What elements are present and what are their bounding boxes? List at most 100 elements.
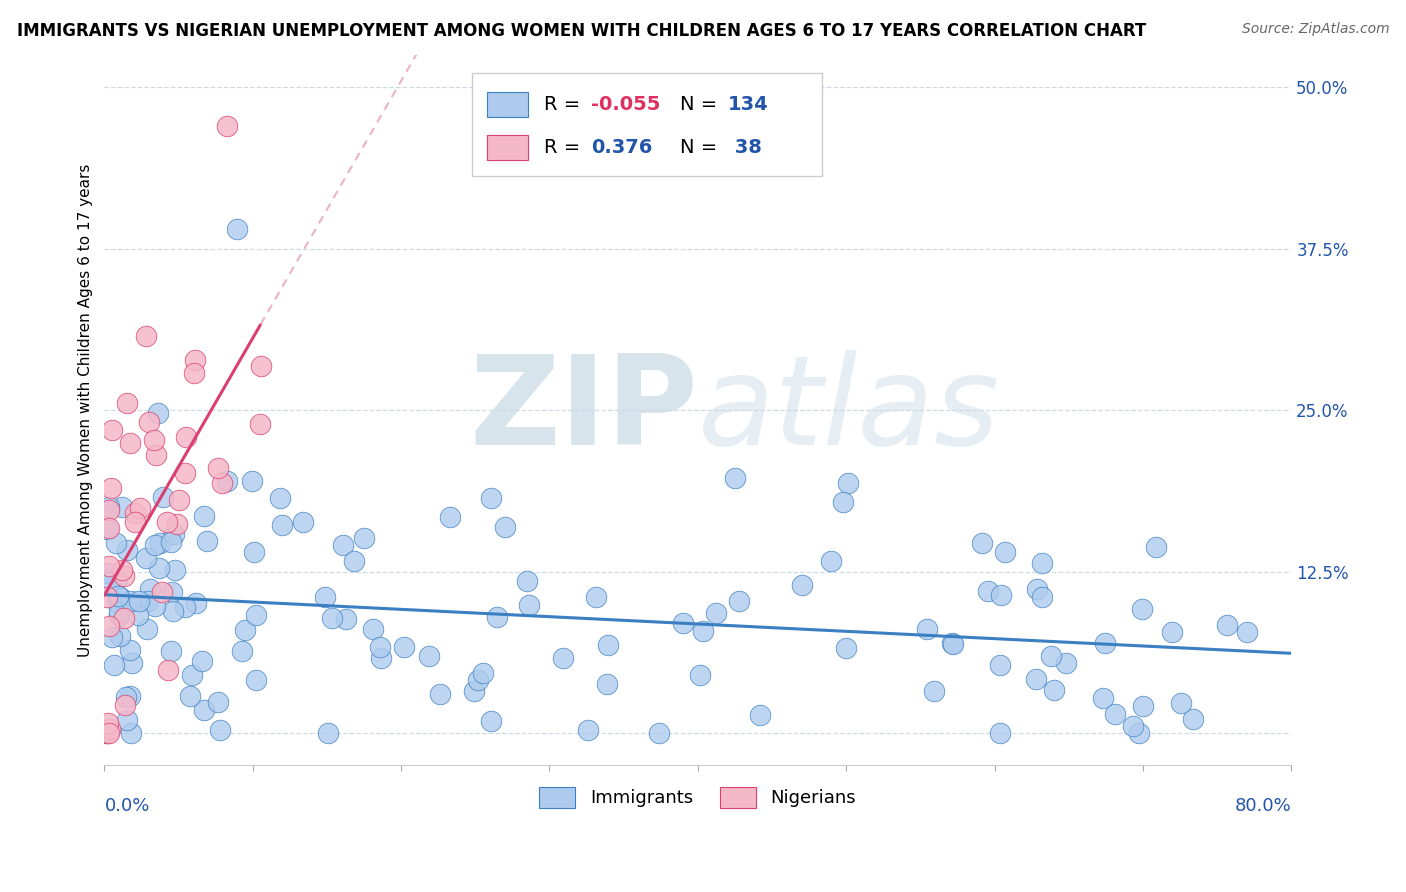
Point	[994, 545, 1017, 559]
Point	[596, 677, 619, 691]
Point	[1122, 719, 1144, 733]
Point	[207, 460, 229, 475]
Text: IMMIGRANTS VS NIGERIAN UNEMPLOYMENT AMONG WOMEN WITH CHILDREN AGES 6 TO 17 YEARS: IMMIGRANTS VS NIGERIAN UNEMPLOYMENT AMON…	[17, 22, 1146, 40]
Text: -0.055: -0.055	[591, 95, 661, 114]
Point	[335, 612, 357, 626]
Point	[1181, 712, 1204, 726]
Point	[115, 543, 138, 558]
Point	[193, 509, 215, 524]
Text: Source: ZipAtlas.com: Source: ZipAtlas.com	[1241, 22, 1389, 37]
Point	[152, 490, 174, 504]
Text: 0.0%: 0.0%	[104, 797, 150, 815]
Point	[728, 593, 751, 607]
Point	[1216, 617, 1239, 632]
Point	[1161, 625, 1184, 640]
Point	[418, 649, 440, 664]
Point	[108, 629, 131, 643]
Point	[486, 610, 509, 624]
Point	[724, 471, 747, 485]
Point	[343, 554, 366, 568]
Point	[150, 585, 173, 599]
Point	[118, 690, 141, 704]
Point	[156, 516, 179, 530]
Point	[233, 623, 256, 637]
Point	[1132, 699, 1154, 714]
Point	[988, 726, 1011, 740]
Point	[124, 516, 146, 530]
Point	[1130, 601, 1153, 615]
Point	[792, 578, 814, 592]
Point	[647, 726, 669, 740]
Point	[988, 657, 1011, 672]
Point	[97, 715, 120, 730]
Point	[128, 501, 150, 516]
Point	[471, 666, 494, 681]
Point	[1128, 726, 1150, 740]
Point	[215, 119, 238, 133]
Point	[942, 637, 965, 651]
Point	[143, 538, 166, 552]
Y-axis label: Unemployment Among Women with Children Ages 6 to 17 years: Unemployment Among Women with Children A…	[79, 163, 93, 657]
Point	[332, 538, 354, 552]
Point	[231, 644, 253, 658]
Point	[96, 726, 118, 740]
Point	[160, 535, 183, 549]
Point	[97, 500, 120, 515]
Point	[1026, 582, 1049, 596]
Point	[101, 631, 124, 645]
Legend: Immigrants, Nigerians: Immigrants, Nigerians	[530, 778, 865, 816]
Point	[118, 643, 141, 657]
Point	[585, 590, 607, 604]
Point	[242, 544, 264, 558]
Point	[321, 611, 343, 625]
Point	[553, 651, 575, 665]
Point	[467, 673, 489, 687]
Point	[103, 658, 125, 673]
Point	[163, 527, 186, 541]
Point	[429, 687, 451, 701]
Point	[114, 690, 136, 705]
Point	[516, 574, 538, 588]
Point	[831, 495, 853, 509]
Point	[107, 589, 129, 603]
Point	[1094, 636, 1116, 650]
Point	[977, 584, 1000, 599]
Point	[353, 531, 375, 545]
Point	[596, 639, 619, 653]
Point	[835, 640, 858, 655]
Point	[98, 502, 121, 516]
Point	[915, 622, 938, 636]
Point	[174, 430, 197, 444]
Point	[163, 563, 186, 577]
Point	[1091, 691, 1114, 706]
Point	[1104, 706, 1126, 721]
Point	[98, 559, 121, 574]
Point	[179, 689, 201, 703]
Text: 80.0%: 80.0%	[1234, 797, 1291, 815]
Point	[135, 550, 157, 565]
Point	[180, 668, 202, 682]
Point	[98, 619, 121, 633]
Point	[96, 590, 118, 604]
Point	[463, 684, 485, 698]
Point	[166, 516, 188, 531]
Point	[184, 596, 207, 610]
Point	[195, 534, 218, 549]
Point	[112, 568, 135, 582]
Point	[1031, 556, 1053, 570]
Point	[105, 595, 128, 609]
Point	[749, 708, 772, 723]
Point	[292, 516, 315, 530]
Point	[269, 491, 291, 505]
Point	[110, 591, 132, 606]
Point	[370, 651, 392, 665]
Point	[837, 475, 859, 490]
Point	[101, 423, 124, 437]
Point	[108, 607, 131, 622]
Point	[1039, 649, 1062, 664]
Point	[211, 475, 233, 490]
Point	[112, 611, 135, 625]
Text: N =: N =	[681, 138, 724, 157]
Point	[245, 673, 267, 687]
Point	[98, 722, 121, 736]
